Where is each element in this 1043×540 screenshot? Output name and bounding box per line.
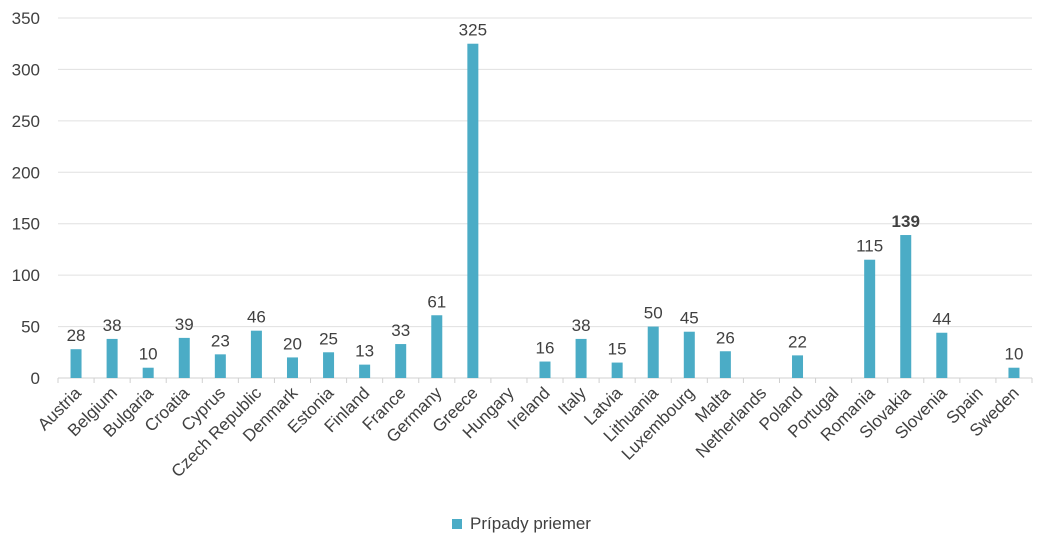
data-label: 26 bbox=[716, 328, 735, 347]
bar bbox=[683, 331, 695, 378]
legend-label: Prípady priemer bbox=[470, 514, 591, 533]
bar bbox=[431, 315, 443, 378]
bar bbox=[323, 352, 335, 378]
bar bbox=[106, 338, 118, 378]
data-label: 22 bbox=[788, 332, 807, 351]
bar bbox=[359, 364, 371, 378]
y-tick-label: 0 bbox=[31, 369, 40, 388]
x-axis-labels: AustriaBelgiumBulgariaCroatiaCyprusCzech… bbox=[34, 383, 1023, 481]
y-axis-ticks: 0 50 100 150 200 250 300 350 bbox=[12, 9, 40, 388]
data-label: 115 bbox=[856, 237, 883, 256]
y-tick-label: 150 bbox=[12, 215, 40, 234]
y-tick-label: 350 bbox=[12, 9, 40, 28]
y-tick-label: 50 bbox=[21, 318, 40, 337]
data-label: 45 bbox=[680, 309, 699, 328]
bar-chart: 0 50 100 150 200 250 300 350 28 38 10 39 23 46 20 25 13… bbox=[12, 9, 1033, 481]
data-label: 38 bbox=[103, 316, 122, 335]
legend-swatch bbox=[452, 519, 463, 529]
bar bbox=[575, 338, 587, 378]
data-label: 28 bbox=[67, 326, 86, 345]
data-label: 25 bbox=[319, 329, 338, 348]
bar bbox=[792, 355, 804, 378]
y-tick-label: 100 bbox=[12, 266, 40, 285]
bar bbox=[647, 326, 659, 378]
data-label: 20 bbox=[283, 334, 302, 353]
data-label: 46 bbox=[247, 308, 266, 327]
data-label: 16 bbox=[536, 339, 555, 358]
data-label: 23 bbox=[211, 331, 230, 350]
y-tick-label: 300 bbox=[12, 60, 40, 79]
data-label: 15 bbox=[608, 340, 627, 359]
data-label: 50 bbox=[644, 304, 663, 323]
bar bbox=[467, 43, 479, 378]
data-label: 13 bbox=[355, 342, 374, 361]
bar bbox=[719, 351, 731, 378]
y-tick-label: 200 bbox=[12, 163, 40, 182]
bar bbox=[1008, 367, 1020, 378]
data-labels: 28 38 10 39 23 46 20 25 13 33 61 325 16 38 15 50 45 26 22 1… bbox=[67, 21, 1024, 364]
gridlines bbox=[57, 17, 1033, 383]
data-label: 44 bbox=[932, 310, 951, 329]
bar bbox=[539, 361, 551, 378]
bar bbox=[286, 357, 298, 378]
bar bbox=[250, 330, 262, 378]
data-label: 10 bbox=[1005, 345, 1024, 364]
bar bbox=[900, 235, 912, 378]
data-label: 61 bbox=[427, 292, 446, 311]
data-label: 38 bbox=[572, 316, 591, 335]
y-tick-label: 250 bbox=[12, 112, 40, 131]
data-label: 33 bbox=[391, 321, 410, 340]
bar bbox=[936, 332, 948, 378]
data-label: 10 bbox=[139, 345, 158, 364]
data-label: 325 bbox=[459, 21, 487, 40]
bar bbox=[214, 354, 226, 378]
bar bbox=[178, 337, 190, 378]
data-label: 139 bbox=[892, 212, 920, 231]
bars bbox=[70, 43, 1020, 378]
data-label: 39 bbox=[175, 315, 194, 334]
bar bbox=[142, 367, 154, 378]
bar bbox=[611, 362, 623, 378]
bar bbox=[70, 349, 82, 378]
bar bbox=[864, 259, 876, 378]
bar bbox=[395, 344, 407, 378]
legend: Prípady priemer bbox=[0, 514, 1043, 534]
